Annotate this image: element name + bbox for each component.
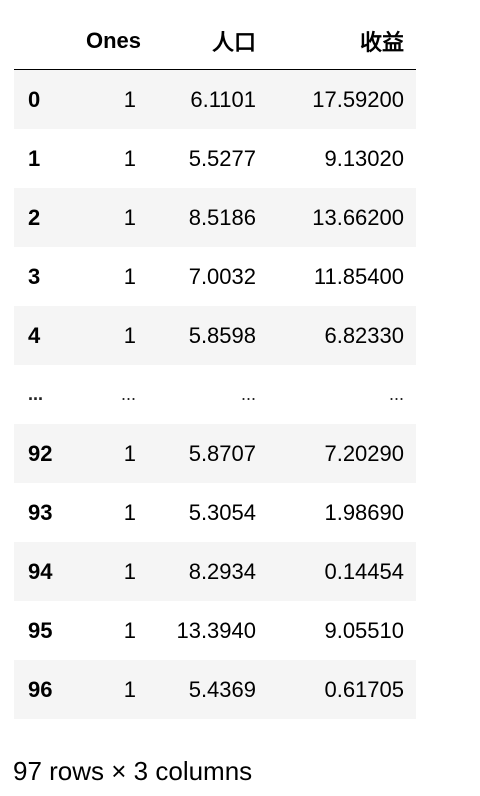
cell-revenue: ... (268, 365, 416, 424)
cell-revenue: 6.82330 (268, 306, 416, 365)
row-index: 4 (14, 306, 86, 365)
dataframe-output: Ones 人口 收益 0 1 6.1101 17.59200 1 1 5.527… (14, 12, 416, 719)
cell-revenue: 0.61705 (268, 660, 416, 719)
cell-population: 8.5186 (148, 188, 268, 247)
table-row: 95 1 13.3940 9.05510 (14, 601, 416, 660)
table-row: 92 1 5.8707 7.20290 (14, 424, 416, 483)
cell-population: ... (148, 365, 268, 424)
table-row: 3 1 7.0032 11.85400 (14, 247, 416, 306)
cell-revenue: 13.66200 (268, 188, 416, 247)
table-header: Ones 人口 收益 (14, 12, 416, 70)
table-body: 0 1 6.1101 17.59200 1 1 5.5277 9.13020 2… (14, 70, 416, 720)
row-index: 93 (14, 483, 86, 542)
table-row: 93 1 5.3054 1.98690 (14, 483, 416, 542)
row-index: 2 (14, 188, 86, 247)
table-row: 2 1 8.5186 13.66200 (14, 188, 416, 247)
cell-population: 7.0032 (148, 247, 268, 306)
cell-revenue: 0.14454 (268, 542, 416, 601)
table-row: 94 1 8.2934 0.14454 (14, 542, 416, 601)
dataframe-table: Ones 人口 收益 0 1 6.1101 17.59200 1 1 5.527… (14, 12, 416, 719)
row-index: 92 (14, 424, 86, 483)
cell-ones: 1 (86, 306, 148, 365)
table-row: 4 1 5.8598 6.82330 (14, 306, 416, 365)
cell-revenue: 11.85400 (268, 247, 416, 306)
table-row-ellipsis: ... ... ... ... (14, 365, 416, 424)
cell-ones: 1 (86, 188, 148, 247)
cell-population: 5.8707 (148, 424, 268, 483)
cell-ones: 1 (86, 70, 148, 130)
row-index: 95 (14, 601, 86, 660)
row-index: 0 (14, 70, 86, 130)
header-row: Ones 人口 收益 (14, 12, 416, 70)
cell-ones: 1 (86, 660, 148, 719)
dataframe-shape-summary: 97 rows × 3 columns (13, 756, 252, 787)
row-index: 3 (14, 247, 86, 306)
cell-ones: 1 (86, 601, 148, 660)
cell-ones: 1 (86, 247, 148, 306)
cell-population: 13.3940 (148, 601, 268, 660)
cell-ones: 1 (86, 483, 148, 542)
row-index: 96 (14, 660, 86, 719)
row-index: 1 (14, 129, 86, 188)
cell-ones: ... (86, 365, 148, 424)
table-row: 0 1 6.1101 17.59200 (14, 70, 416, 130)
cell-revenue: 7.20290 (268, 424, 416, 483)
row-index: 94 (14, 542, 86, 601)
cell-revenue: 9.05510 (268, 601, 416, 660)
column-header-revenue: 收益 (268, 12, 416, 70)
cell-population: 5.4369 (148, 660, 268, 719)
cell-revenue: 17.59200 (268, 70, 416, 130)
cell-population: 5.3054 (148, 483, 268, 542)
cell-ones: 1 (86, 424, 148, 483)
index-header (14, 12, 86, 70)
table-row: 1 1 5.5277 9.13020 (14, 129, 416, 188)
cell-population: 8.2934 (148, 542, 268, 601)
cell-population: 5.8598 (148, 306, 268, 365)
column-header-ones: Ones (86, 12, 148, 70)
cell-population: 5.5277 (148, 129, 268, 188)
cell-revenue: 1.98690 (268, 483, 416, 542)
cell-ones: 1 (86, 129, 148, 188)
column-header-population: 人口 (148, 12, 268, 70)
cell-revenue: 9.13020 (268, 129, 416, 188)
cell-ones: 1 (86, 542, 148, 601)
row-index: ... (14, 365, 86, 424)
table-row: 96 1 5.4369 0.61705 (14, 660, 416, 719)
cell-population: 6.1101 (148, 70, 268, 130)
